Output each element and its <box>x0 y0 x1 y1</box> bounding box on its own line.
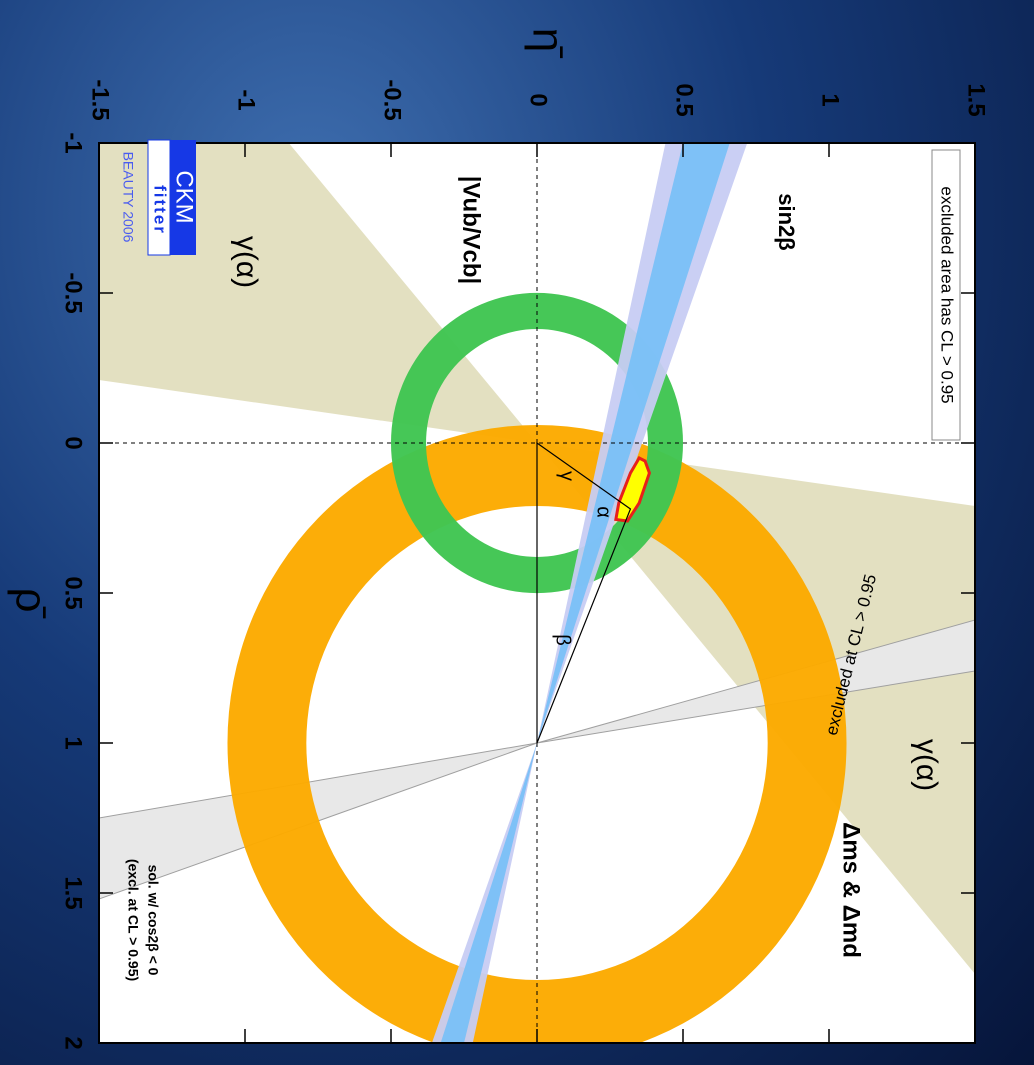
region-label: sol. w/ cos2β < 0 <box>145 865 161 976</box>
chart: -1-0.500.511.52-1.5-1-0.500.511.5ρ̄η̄exc… <box>0 0 1034 1065</box>
y-tick-label: 0.5 <box>671 83 698 116</box>
y-tick-label: 0 <box>525 93 552 106</box>
y-tick-label: 1 <box>817 93 844 106</box>
y-tick-label: 1.5 <box>963 83 990 116</box>
y-axis-title: η̄ <box>523 28 572 58</box>
page: -1-0.500.511.52-1.5-1-0.500.511.5ρ̄η̄exc… <box>0 0 1034 1065</box>
region-note: (excl. at CL > 0.95) <box>125 859 141 981</box>
logo-event: BEAUTY 2006 <box>120 152 136 243</box>
y-tick-label: -1.5 <box>87 79 114 120</box>
ring-label: |Vub/Vcb| <box>458 176 485 285</box>
angle-label: α <box>593 506 615 518</box>
region-label: γ(α) <box>910 739 943 791</box>
logo-sub: fitter <box>151 185 170 235</box>
x-tick-label: 2 <box>60 1036 87 1049</box>
region-label: γ(α) <box>230 236 263 288</box>
y-tick-label: -1 <box>233 89 260 110</box>
note: excluded area has CL > 0.95 <box>938 186 957 403</box>
x-tick-label: 0.5 <box>60 576 87 609</box>
x-tick-label: -1 <box>60 132 87 153</box>
x-tick-label: 0 <box>60 436 87 449</box>
logo-name: CKM <box>171 170 198 223</box>
y-tick-label: -0.5 <box>379 79 406 120</box>
x-tick-label: 1 <box>60 736 87 749</box>
band-label: sin2β <box>774 193 799 250</box>
x-tick-label: 1.5 <box>60 876 87 909</box>
x-tick-label: -0.5 <box>60 272 87 313</box>
ring-label: Δms & Δmd <box>838 822 865 958</box>
angle-label: β <box>552 634 574 646</box>
x-axis-title: ρ̄ <box>6 587 55 618</box>
angle-label: γ <box>556 471 578 481</box>
